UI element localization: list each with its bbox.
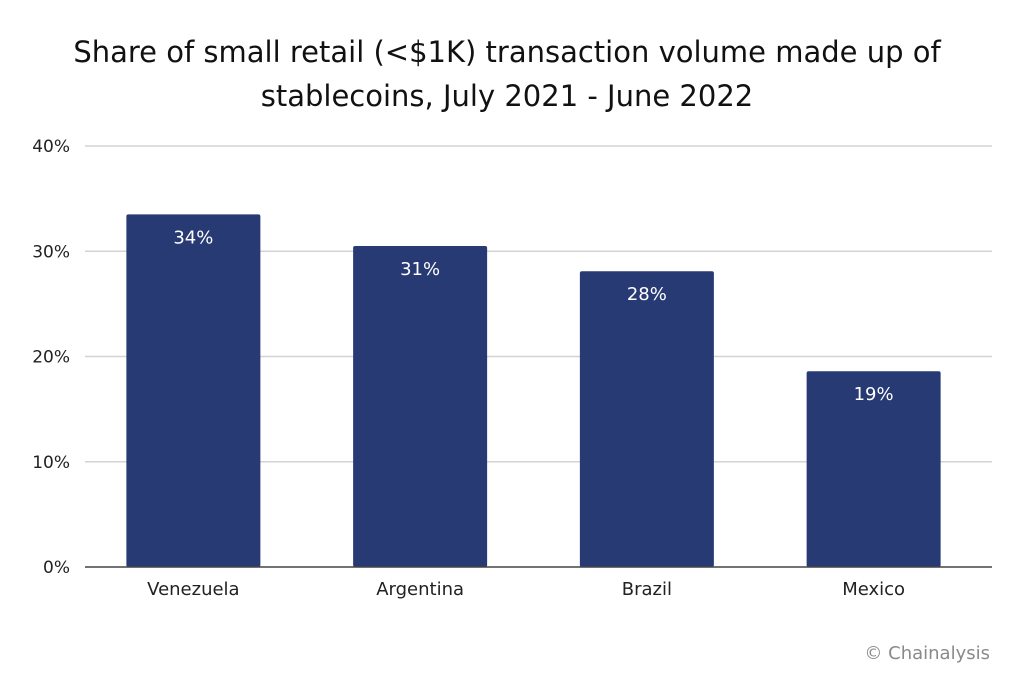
bar xyxy=(353,245,488,568)
chart-title-line-1: Share of small retail (<$1K) transaction… xyxy=(73,35,941,69)
y-tick-label: 30% xyxy=(32,242,70,262)
bars xyxy=(126,214,941,568)
bar-value-label: 34% xyxy=(173,227,213,248)
bar-value-label: 19% xyxy=(854,384,894,405)
x-category-label: Argentina xyxy=(376,579,464,600)
x-category-label: Brazil xyxy=(622,579,672,600)
y-tick-label: 20% xyxy=(32,348,70,368)
bar xyxy=(806,371,941,567)
bar-value-label: 28% xyxy=(627,284,667,305)
y-tick-label: 10% xyxy=(32,453,70,473)
bar-value-label: 31% xyxy=(400,259,440,280)
data-labels: 34% 31% 28% 19% xyxy=(173,227,893,405)
y-tick-label: 0% xyxy=(43,558,70,578)
chart-title: Share of small retail (<$1K) transaction… xyxy=(0,30,1014,118)
x-axis-categories: Venezuela Argentina Brazil Mexico xyxy=(147,579,905,600)
source-credit: © Chainalysis xyxy=(864,643,990,664)
chart-title-line-2: stablecoins, July 2021 - June 2022 xyxy=(260,79,754,113)
x-category-label: Mexico xyxy=(842,579,905,600)
y-axis-ticks: 0% 10% 20% 30% 40% xyxy=(32,137,70,578)
bar xyxy=(126,214,261,567)
x-category-label: Venezuela xyxy=(147,579,239,600)
y-tick-label: 40% xyxy=(32,137,70,157)
bar xyxy=(579,271,714,567)
